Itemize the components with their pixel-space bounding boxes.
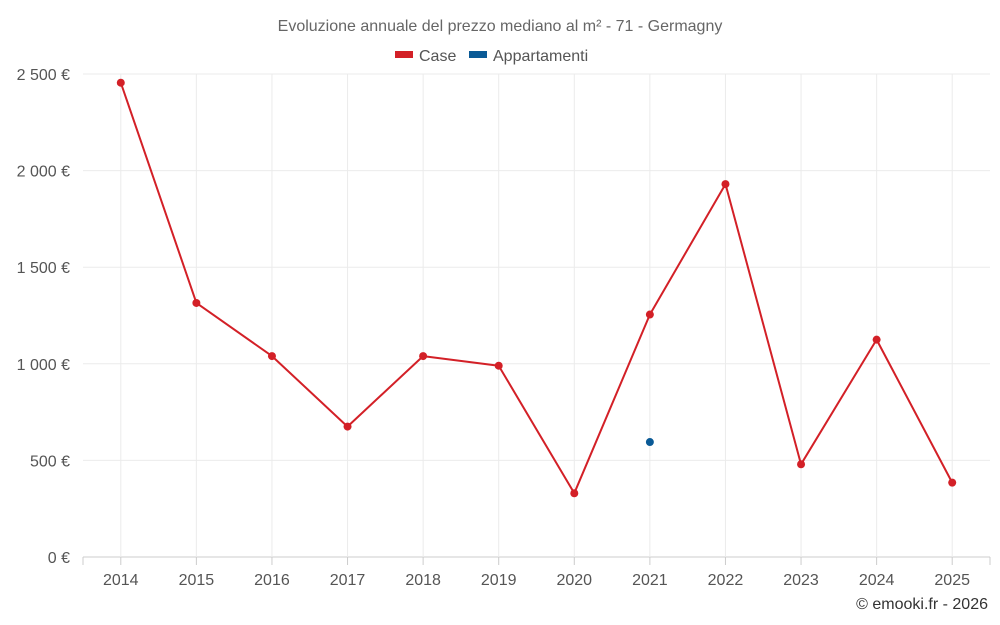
x-tick-label: 2023 [783,572,819,589]
series-line-case [119,82,954,495]
data-point-case[interactable] [343,422,352,431]
grid [82,73,991,565]
data-point-case[interactable] [419,352,428,361]
credit-text: © emooki.fr - 2026 [856,596,988,613]
data-point-case[interactable] [645,310,654,319]
legend: Case Appartamenti [395,48,588,65]
data-point-case[interactable] [494,361,503,370]
data-point-case[interactable] [948,478,957,487]
x-tick-label: 2019 [481,572,517,589]
data-point-case[interactable] [192,298,201,307]
x-tick-label: 2016 [254,572,290,589]
data-point-case[interactable] [267,352,276,361]
x-axis-ticks: 2014 2015 2016 2017 2018 2019 2020 2021 2022 2023… [103,572,970,589]
y-tick-label: 2 500 € [17,67,70,84]
y-tick-label: 1 000 € [17,357,70,374]
data-point-case[interactable] [872,335,881,344]
y-tick-label: 0 € [48,550,70,567]
x-tick-label: 2024 [859,572,895,589]
x-tick-label: 2022 [708,572,744,589]
chart-title: Evoluzione annuale del prezzo mediano al… [278,18,723,35]
data-point-appartamenti[interactable] [645,438,654,447]
y-tick-label: 2 000 € [17,164,70,181]
data-point-case[interactable] [570,489,579,498]
series-layer [116,78,957,498]
data-point-case[interactable] [721,180,730,189]
y-axis-ticks: 0 € 500 € 1 000 € 1 500 € 2 000 € 2 500 € [17,67,70,567]
x-tick-label: 2017 [330,572,366,589]
x-tick-label: 2015 [179,572,215,589]
x-tick-label: 2014 [103,572,139,589]
legend-swatch-appartamenti [469,51,487,58]
x-tick-label: 2020 [556,572,592,589]
x-tick-label: 2025 [934,572,970,589]
y-tick-label: 500 € [30,453,70,470]
data-point-case[interactable] [797,460,806,469]
legend-label-case[interactable]: Case [419,48,456,65]
x-tick-label: 2021 [632,572,668,589]
data-point-case[interactable] [116,78,125,87]
legend-swatch-case [395,51,413,58]
legend-label-appartamenti[interactable]: Appartamenti [493,48,588,65]
y-tick-label: 1 500 € [17,260,70,277]
x-tick-label: 2018 [405,572,441,589]
